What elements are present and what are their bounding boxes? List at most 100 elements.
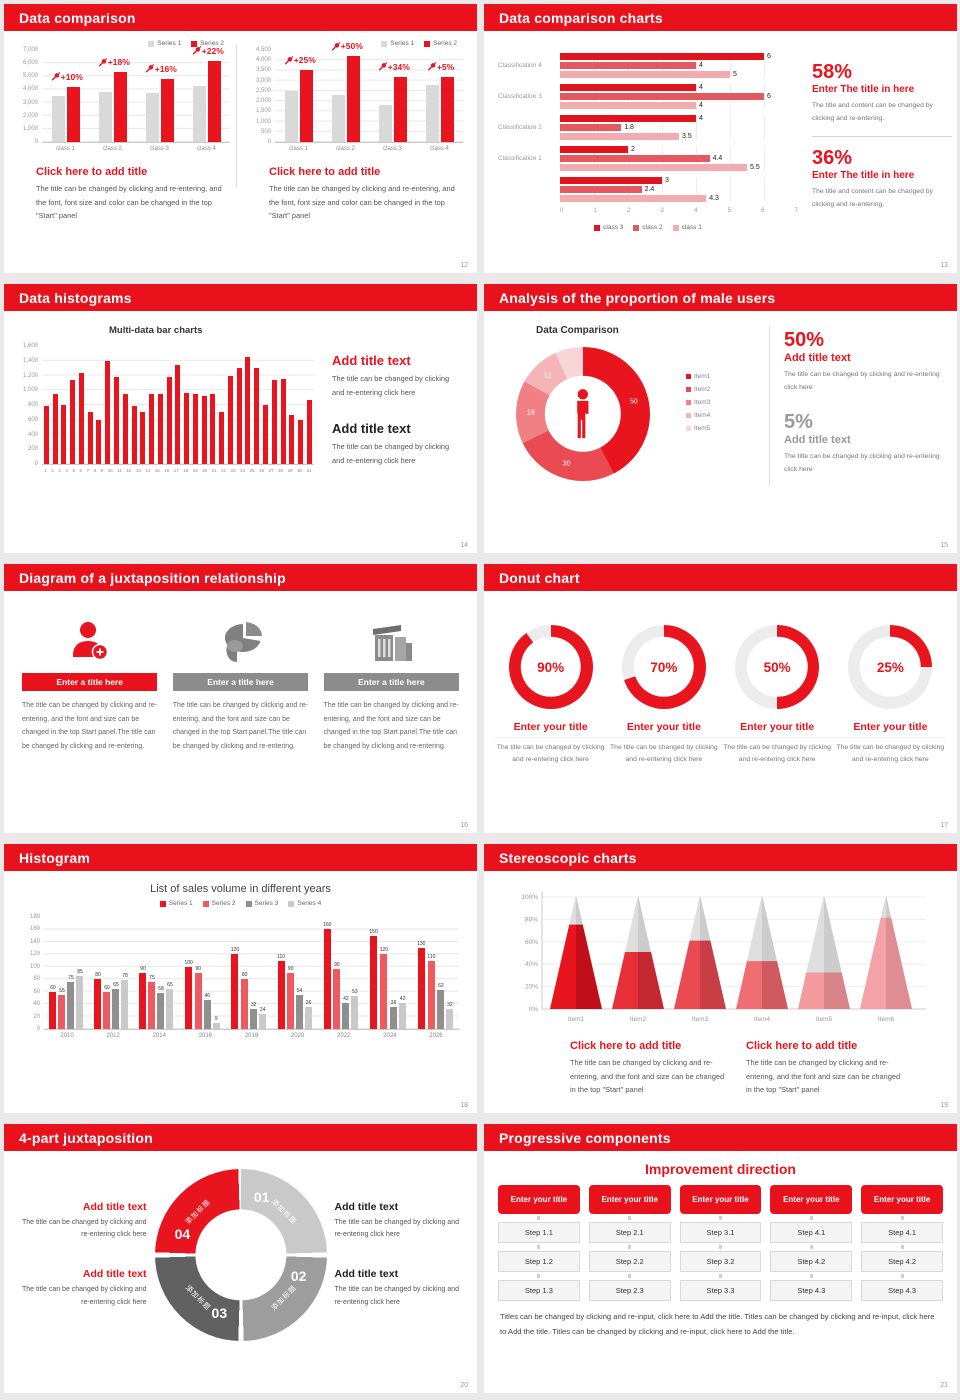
slide-14[interactable]: Data histograms Multi-data bar charts 1,… [4, 284, 477, 553]
slide-19[interactable]: Stereoscopic charts 100% 80% 60% 40% 20% 0% It… [484, 844, 957, 1113]
gauge-title[interactable]: Enter your title [494, 721, 607, 738]
grouped-bar-chart[interactable]: 7,000 6,000 5,000 4,000 3,000 2,000 1,000 0 +10%… [14, 46, 230, 152]
page-number: 17 [940, 822, 948, 829]
step-box[interactable]: Step 2.3 [588, 1280, 671, 1301]
step-box[interactable]: Step 4.1 [861, 1222, 943, 1243]
gauge-percent: 25% [876, 659, 904, 675]
step-box[interactable]: Step 1.2 [498, 1251, 580, 1272]
step-box[interactable]: Step 4.3 [861, 1280, 943, 1301]
slide-20[interactable]: 4-part juxtaposition Add title text The … [4, 1124, 477, 1393]
block-body[interactable]: The title can be changed by clicking and… [269, 184, 455, 221]
bar [203, 1000, 211, 1029]
text-block[interactable]: Add title text The title can be changed … [335, 1201, 466, 1242]
stat-block[interactable]: 5% Add title text The title can be chang… [784, 411, 944, 477]
cone-chart[interactable]: 100% 80% 60% 40% 20% 0% Item1 Item2 Item3 Item4 It… [506, 881, 957, 1036]
segmented-ring-diagram[interactable]: 01 02 03 04 添加标题 添加标题 添加标题 添加标题 [154, 1169, 327, 1341]
bar-group: 160 96 42 53 [323, 917, 359, 1029]
bar-wrap: 120 [231, 917, 239, 1029]
bar-group [245, 346, 251, 464]
stat-block[interactable]: 58% Enter The title in here The title an… [812, 61, 952, 126]
donut-gauge: 50% [735, 625, 820, 709]
title-button[interactable]: Enter your title [770, 1185, 853, 1214]
text-block[interactable]: Click here to add title The title can be… [746, 1040, 906, 1097]
column-body: The title can be changed by clicking and… [172, 702, 308, 750]
gauge-title[interactable]: Enter your title [607, 721, 720, 738]
slide-12[interactable]: Data comparison Series 1 Series 2 7,000 6,… [4, 4, 477, 273]
slide-16[interactable]: Diagram of a juxtaposition relationship … [4, 564, 477, 833]
cell-20: 4-part juxtaposition Add title text The … [0, 1120, 480, 1400]
column-1[interactable]: Enter a title here The title can be chan… [22, 615, 158, 754]
horizontal-bar-chart[interactable]: Classification 4 6 4 5 Classification 3 4 6 4 Cl… [498, 53, 798, 214]
stat-block[interactable]: 50% Add title text The title can be chan… [784, 329, 944, 395]
legend-label: Series 2 [433, 40, 457, 47]
donut-hole [544, 375, 622, 453]
slice-label: 18 [526, 409, 535, 417]
hbar-group: 3 2.4 4.3 [498, 177, 798, 202]
block-body[interactable]: The title can be changed by clicking and… [36, 184, 222, 221]
slide-18[interactable]: Histogram List of sales volume in differ… [4, 844, 477, 1113]
step-box[interactable]: Step 3.1 [679, 1222, 762, 1243]
bar-group: +22% [192, 46, 224, 142]
histogram-chart[interactable]: 1,600 1,400 1,200 1,000 800 600 400 200 0 1 2 3 4 5 6 7… [14, 343, 314, 473]
title-button[interactable]: Enter your title [588, 1185, 671, 1214]
text-block[interactable]: Add title text The title can be changed … [16, 1201, 147, 1242]
grouped-bar-chart[interactable]: 180 160 140 120 100 80 60 40 20 0 60 55 75 85 80 60 65 78… [20, 914, 459, 1039]
gauge-title[interactable]: Enter your title [834, 721, 947, 738]
title-button[interactable]: Enter your title [861, 1185, 943, 1214]
legend-item: Item1 [686, 373, 710, 380]
block-title[interactable]: Click here to add title [36, 166, 148, 178]
bar [560, 124, 622, 131]
title-button[interactable]: Enter your title [498, 1185, 580, 1214]
text-block[interactable]: Add title text The title can be changed … [332, 421, 459, 467]
step-box[interactable]: Step 2.1 [588, 1222, 671, 1243]
slide-17[interactable]: Donut chart 90% Enter your title The title… [484, 564, 957, 833]
step-box[interactable]: Step 2.2 [588, 1251, 671, 1272]
gauge-title[interactable]: Enter your title [721, 721, 834, 738]
slide-title-bar: 4-part juxtaposition [4, 1124, 477, 1151]
caption: Titles can be changed by clicking and re… [500, 1312, 935, 1336]
title-bar[interactable]: Enter a title here [22, 673, 158, 691]
block-title[interactable]: Click here to add title [269, 166, 381, 178]
slide-title: Data histograms [19, 289, 132, 306]
slide-13[interactable]: Data comparison charts Classification 4 6… [484, 4, 957, 273]
bar-group [210, 346, 216, 464]
bar [425, 84, 439, 142]
text-block[interactable]: Add title text The title can be changed … [16, 1268, 147, 1309]
percent-label: +5% [427, 62, 454, 72]
stat-percent: 36% [812, 146, 853, 169]
donut: 50 30 18 12 [516, 347, 650, 481]
bar-group: 130 110 62 32 [417, 917, 454, 1029]
bar [271, 379, 277, 464]
step-box[interactable]: Step 4.2 [861, 1251, 943, 1272]
donut-chart[interactable]: 50 30 18 12 [516, 347, 650, 481]
bar [263, 405, 269, 464]
step-box[interactable]: Step 4.1 [770, 1222, 853, 1243]
step-box[interactable]: Step 1.3 [498, 1280, 580, 1301]
bar [131, 406, 137, 464]
column-3[interactable]: Enter a title here The title can be chan… [323, 615, 459, 754]
column-2[interactable]: Enter a title here The title can be chan… [172, 615, 309, 754]
text-block[interactable]: Click here to add title The title can be… [570, 1040, 730, 1097]
step-column: Enter your title Step 4.1 Step 4.2 Step 4.3 [861, 1185, 943, 1301]
legend-item: Item4 [686, 412, 710, 419]
title-bar[interactable]: Enter a title here [323, 673, 459, 691]
text-block[interactable]: Add title text The title can be changed … [332, 353, 459, 399]
cell-12: Data comparison Series 1 Series 2 7,000 6,… [0, 0, 480, 280]
slide-21[interactable]: Progressive components Improvement direc… [484, 1124, 957, 1393]
bar-wrap [145, 50, 159, 142]
slide-15[interactable]: Analysis of the proportion of male users… [484, 284, 957, 553]
step-box[interactable]: Step 3.3 [679, 1280, 762, 1301]
bar-wrap [131, 346, 137, 464]
bar-wrap [245, 346, 251, 464]
grouped-bar-chart[interactable]: 4,500 4,000 3,500 3,000 2,500 2,000 1,500 1,000… [247, 41, 463, 152]
stat-body: The title and content can be changed by … [812, 187, 933, 208]
step-box[interactable]: Step 4.3 [770, 1280, 853, 1301]
step-box[interactable]: Step 3.2 [679, 1251, 762, 1272]
connector [809, 1216, 813, 1220]
text-block[interactable]: Add title text The title can be changed … [335, 1268, 466, 1309]
title-button[interactable]: Enter your title [679, 1185, 762, 1214]
step-box[interactable]: Step 4.2 [770, 1251, 853, 1272]
stat-block[interactable]: 36% Enter The title in here The title an… [812, 147, 952, 212]
step-box[interactable]: Step 1.1 [498, 1222, 580, 1243]
title-bar[interactable]: Enter a title here [172, 673, 309, 691]
